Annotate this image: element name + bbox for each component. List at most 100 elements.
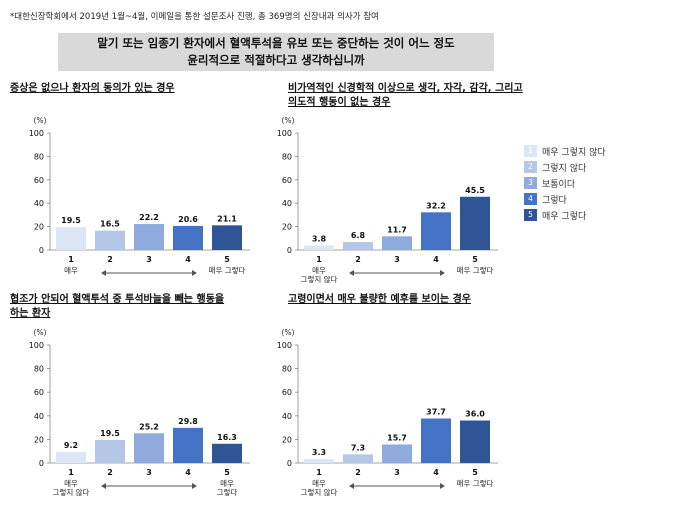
panel-1-ytick-label: 80	[34, 152, 44, 161]
panel-1-ytick-label: 0	[39, 246, 44, 255]
panel-2-title-line-1: 비가역적인 신경학적 이상으로 생각, 자각, 감각, 그리고	[288, 83, 523, 94]
panel-1-value-label-2: 16.5	[100, 220, 120, 229]
panel-4-ytick-label: 0	[287, 459, 292, 468]
panel-1-value-label-3: 22.2	[139, 213, 159, 222]
panel-4-title: 고령이면서 매우 불량한 예후를 보이는 경우	[288, 293, 471, 307]
panel-2-end-label-low-1: 매우	[312, 266, 326, 275]
panel-3-end-label-high-2: 그렇다	[217, 487, 238, 497]
panel-3-end-label-low-1: 매우	[64, 479, 78, 488]
panel-4-title-line-1: 고령이면서 매우 불량한 예후를 보이는 경우	[288, 294, 472, 305]
panel-4-bar-2	[343, 454, 373, 463]
panel-4-end-label-high-1: 매우 그렇다	[457, 478, 494, 488]
panel-4-value-label-5: 36.0	[465, 410, 485, 419]
panel-3-ytick-label: 60	[34, 388, 44, 397]
legend: 1 매우 그렇지 않다 2 그렇지 않다 3 보통이다 4 그렇다 5 매우 그…	[524, 143, 606, 223]
panel-2-category-label-1: 1	[316, 255, 322, 264]
panel-2-ytick-label: 60	[282, 176, 292, 185]
panel-4-category-label-5: 5	[472, 468, 478, 477]
panel-3-value-label-4: 29.8	[178, 417, 198, 426]
panel-4-value-label-4: 37.7	[426, 408, 446, 417]
panel-2-bar-5	[460, 196, 490, 250]
panel-1-category-label-3: 3	[146, 255, 152, 264]
panel-2-bar-1	[304, 245, 334, 250]
panel-3-bar-2	[95, 439, 125, 463]
panel-3-end-label-low-2: 그렇지 않다	[53, 487, 90, 497]
panel-2-end-label-low-2: 그렇지 않다	[301, 274, 338, 284]
panel-2-ylabel: (%)	[282, 116, 295, 125]
panel-4-ytick-label: 60	[282, 388, 292, 397]
panel-1-category-label-1: 1	[68, 255, 74, 264]
panel-3-ytick-label: 0	[39, 459, 44, 468]
panel-2-category-label-2: 2	[355, 255, 361, 264]
panel-3-bar-5	[212, 443, 242, 463]
panel-3-category-label-4: 4	[185, 468, 191, 477]
panel-3-bar-3	[134, 433, 164, 463]
panel-4-category-label-1: 1	[316, 468, 322, 477]
panel-4-range-arrow-right	[440, 483, 445, 489]
panel-1-title: 증상은 없으나 환자의 동의가 있는 경우	[10, 82, 175, 96]
panel-2-range-arrow-right	[440, 270, 445, 276]
panel-4-bar-5	[460, 420, 490, 463]
panel-3-title-line-2: 하는 환자	[10, 308, 51, 319]
panel-1-ytick-label: 60	[34, 176, 44, 185]
panel-4-ylabel: (%)	[282, 328, 295, 337]
panel-4-end-label-low-1: 매우	[312, 479, 326, 488]
panel-4-ytick-label: 20	[282, 435, 292, 444]
panel-2-value-label-2: 6.8	[351, 231, 366, 240]
panel-2-category-label-5: 5	[472, 255, 478, 264]
panel-4-bar-1	[304, 459, 334, 463]
panel-4-value-label-2: 7.3	[351, 443, 365, 452]
panel-4-value-label-1: 3.3	[312, 448, 326, 457]
panel-1-range-arrow-left	[101, 270, 106, 276]
panel-2-category-label-4: 4	[433, 255, 439, 264]
panel-2-ytick-label: 0	[287, 246, 292, 255]
panel-1-ylabel: (%)	[34, 116, 47, 125]
legend-item-3: 3 보통이다	[524, 175, 606, 191]
legend-swatch-2: 2	[524, 161, 537, 173]
panel-1-ytick-label: 40	[34, 199, 44, 208]
legend-label-1: 매우 그렇지 않다	[542, 147, 606, 158]
survey-note: *대한신장학회에서 2019년 1월~4월, 이메일을 통한 설문조사 진행, …	[10, 12, 379, 22]
panel-1-range-arrow-right	[192, 270, 197, 276]
panel-1-value-label-4: 20.6	[178, 215, 198, 224]
panel-2-range-arrow-left	[349, 270, 354, 276]
question-box: 말기 또는 임종기 환자에서 혈액투석을 유보 또는 중단하는 것이 어느 정도…	[58, 33, 494, 71]
panel-4-value-label-3: 15.7	[387, 433, 407, 442]
panel-4-ytick-label: 100	[277, 341, 292, 350]
legend-swatch-1: 1	[524, 145, 537, 157]
panel-3-category-label-5: 5	[224, 468, 230, 477]
panel-1-category-label-5: 5	[224, 255, 230, 264]
legend-item-1: 1 매우 그렇지 않다	[524, 143, 606, 159]
panel-2-value-label-4: 32.2	[426, 201, 446, 210]
panel-3-value-label-5: 16.3	[217, 433, 237, 442]
panel-4-category-label-4: 4	[433, 468, 439, 477]
legend-swatch-4: 4	[524, 193, 537, 205]
panel-1-end-label-low-1: 매우	[64, 266, 78, 275]
legend-label-5: 매우 그렇다	[542, 211, 587, 222]
panel-1-bar-5	[212, 225, 242, 250]
panel-2-end-label-high-1: 매우 그렇다	[457, 265, 494, 275]
panel-2-bar-2	[343, 242, 373, 250]
panel-4-category-label-3: 3	[394, 468, 400, 477]
panel-1-category-label-2: 2	[107, 255, 113, 264]
panel-2-value-label-3: 11.7	[387, 225, 407, 234]
panel-2-bar-3	[382, 236, 412, 250]
legend-swatch-3: 3	[524, 177, 537, 189]
panel-3-end-label-high-1: 매우	[220, 479, 234, 488]
panel-1-bar-2	[95, 230, 125, 250]
question-line-2: 윤리적으로 적절하다고 생각하십니까	[187, 53, 365, 67]
panel-4-bar-3	[382, 444, 412, 463]
panel-1-title-line-1: 증상은 없으나 환자의 동의가 있는 경우	[10, 83, 175, 94]
legend-label-2: 그렇지 않다	[542, 163, 587, 174]
panel-2-value-label-5: 45.5	[465, 186, 485, 195]
question-line-1: 말기 또는 임종기 환자에서 혈액투석을 유보 또는 중단하는 것이 어느 정도	[97, 36, 455, 50]
legend-item-2: 2 그렇지 않다	[524, 159, 606, 175]
panel-2-title-line-2: 의도적 행동이 없는 경우	[288, 97, 391, 108]
panel-3-value-label-1: 9.2	[64, 441, 78, 450]
panel-4-range-arrow-left	[349, 483, 354, 489]
panel-1-ytick-label: 100	[29, 129, 44, 138]
panel-4-category-label-2: 2	[355, 468, 361, 477]
legend-item-5: 5 매우 그렇다	[524, 207, 606, 223]
panel-2-value-label-1: 3.8	[312, 235, 327, 244]
